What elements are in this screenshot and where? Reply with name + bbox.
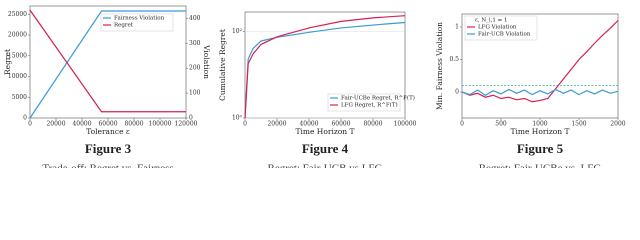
y2-axis-label: Violation: [202, 44, 211, 79]
legend-box: [100, 13, 174, 32]
y-tick-label: 0.5: [449, 56, 459, 63]
figure-caption: Regret: Fair-UCBe vs. LFG: [479, 163, 602, 168]
y-tick-label: 15000: [8, 52, 27, 59]
y-tick-label: 20000: [8, 32, 27, 39]
series-line: [461, 88, 619, 96]
series-line: [244, 15, 406, 119]
y-axis-label: Regret: [3, 49, 12, 75]
x-tick-label: 1500: [571, 121, 586, 128]
x-axis-label: Time Horizon T: [510, 127, 569, 136]
series-line: [461, 20, 619, 103]
figure-strip: 0 20000 40000 60000 80000 100000 1200000500010…: [3, 5, 626, 168]
y-tick-label: 0: [23, 115, 27, 122]
x-tick-label: 40000: [72, 121, 91, 128]
x-tick-label: 100000: [149, 121, 172, 128]
figure-caption: Regret: Fair-UCB vs LFG: [268, 163, 383, 168]
x-axis-label: Tolerance ε: [86, 127, 130, 136]
series-line: [29, 10, 186, 119]
x-tick-label: 100000: [394, 121, 417, 128]
x-tick-label: 60000: [331, 121, 350, 128]
legend-label: Fair-UCBe Regret, R^F(T): [341, 95, 415, 102]
y-tick-label: 1: [455, 24, 459, 31]
legend-label: Fairness Violation: [114, 16, 165, 22]
page: {"figures": [ {"label": "Figure 3", "cap…: [3, 5, 626, 168]
y-axis-label: Cumulative Regret: [218, 29, 227, 101]
y-tick-label: 5000: [12, 94, 27, 101]
x-axis-label: Time Horizon T: [295, 127, 354, 136]
y-tick-label: 0: [455, 89, 459, 96]
x-tick-label: 40000: [299, 121, 318, 128]
figure-label: Figure 5: [517, 141, 564, 156]
series-line: [29, 9, 186, 113]
x-tick-label: 1000: [532, 121, 547, 128]
x-tick-label: 2000: [610, 121, 625, 128]
y-tick-label: 10²: [232, 28, 243, 35]
legend-label: Fair-UCB Violation: [478, 32, 531, 38]
legend: Fair-UCBe Regret, R^F(T)LFG Regret, R^F(…: [327, 93, 415, 112]
y2-tick-label: 300: [189, 40, 201, 47]
x-tick-label: 60000: [98, 121, 117, 128]
y2-tick-label: 200: [189, 65, 201, 72]
x-tick-label: 80000: [124, 121, 143, 128]
y2-tick-label: 100: [189, 90, 201, 97]
y2-tick-label: 400: [189, 15, 201, 22]
legend-label: LFG Violation: [478, 25, 517, 31]
legend-label: Regret: [114, 23, 134, 29]
legend-label: LFG Regret, R^F(T): [341, 102, 398, 109]
y-tick-label: 10000: [8, 73, 27, 80]
y-axis-label: Min. Fairness Violation: [435, 22, 444, 110]
figure-label: Figure 4: [302, 141, 349, 156]
legend-box: [464, 15, 538, 41]
x-tick-label: 0: [243, 121, 247, 128]
y-tick-label: 10⁰: [232, 115, 243, 122]
x-tick-label: 120000: [175, 121, 198, 128]
x-tick-label: 500: [495, 121, 507, 128]
x-tick-label: 80000: [363, 121, 382, 128]
figure-label: Figure 3: [85, 141, 132, 156]
legend-title: ε, N_i,1 = 1: [475, 18, 508, 24]
y-tick-label: 25000: [8, 11, 27, 18]
x-tick-label: 0: [460, 121, 464, 128]
x-tick-label: 20000: [46, 121, 65, 128]
x-tick-label: 20000: [267, 121, 286, 128]
legend-box: [327, 93, 401, 112]
y2-tick-label: 0: [189, 115, 193, 122]
figure-caption: Trade-off: Regret vs. Fairness: [42, 163, 173, 168]
x-tick-label: 0: [28, 121, 32, 128]
